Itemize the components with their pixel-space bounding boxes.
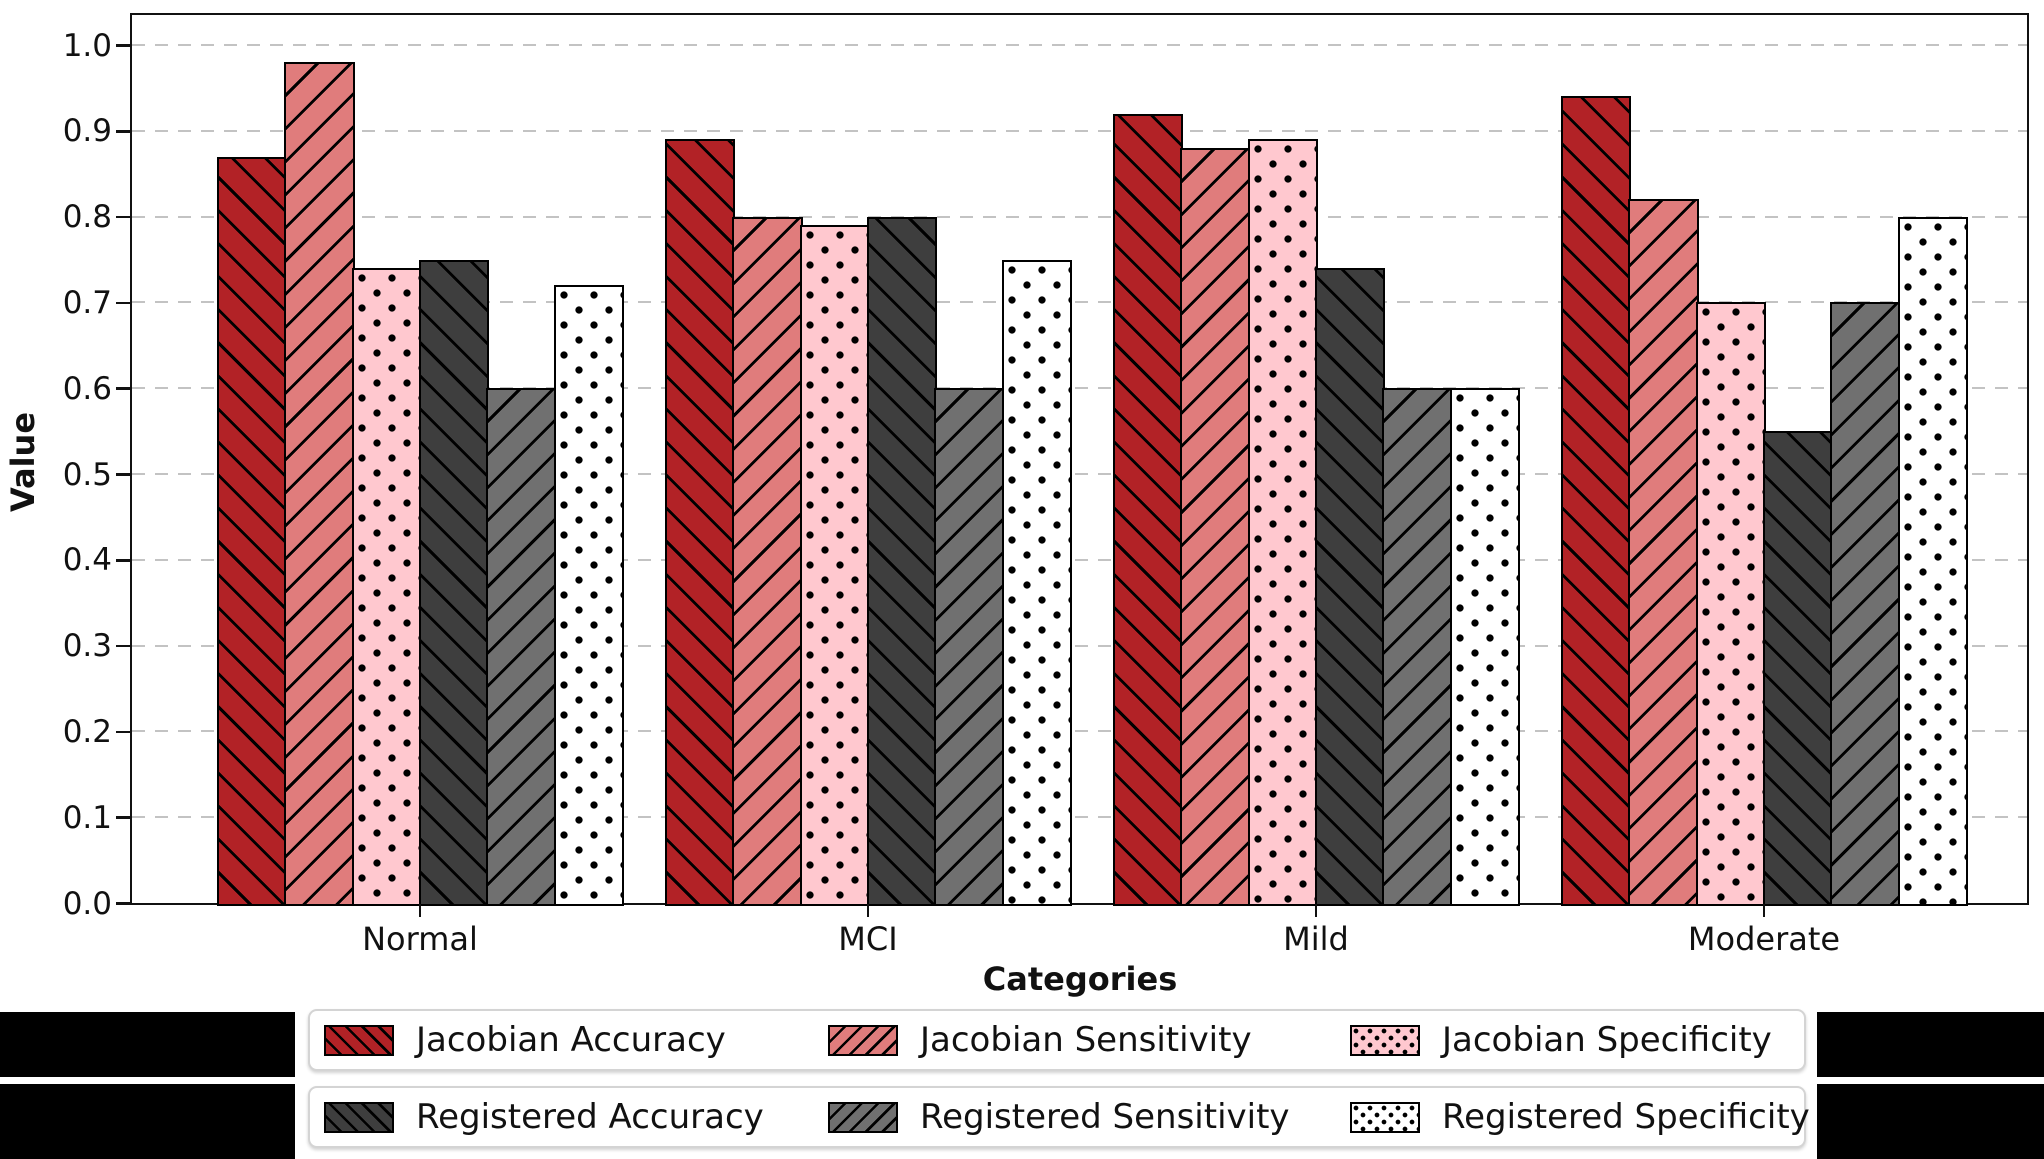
legend-row-registered: Registered Accuracy Registered Sensitivit… (308, 1086, 1810, 1148)
y-tick-label: 0.4 (62, 542, 112, 579)
y-tick-label: 0.3 (62, 628, 112, 665)
legend-swatch-registered-specificity-icon (1350, 1101, 1420, 1133)
legend-entry-registered-sensitivity: Registered Sensitivity (828, 1088, 1290, 1146)
x-tick (1314, 904, 1318, 917)
legend-swatch-registered-accuracy-icon (324, 1101, 394, 1133)
y-tick-label: 0.0 (62, 885, 112, 922)
y-tick-label: 0.2 (62, 713, 112, 750)
bar-registered-accuracy-mci (866, 216, 938, 906)
legend-label: Jacobian Sensitivity (920, 1020, 1252, 1060)
bar-registered-specificity-mci (1001, 259, 1072, 906)
bar-jacobian-accuracy-mci (665, 139, 736, 906)
legend-label: Jacobian Specificity (1442, 1020, 1772, 1060)
y-tick-label: 1.0 (62, 27, 112, 64)
legend-label: Registered Accuracy (416, 1097, 764, 1137)
gridline (132, 129, 2027, 132)
gridline (132, 816, 2027, 819)
x-tick (1762, 904, 1766, 917)
y-tick (116, 644, 130, 648)
bar-registered-sensitivity-moderate (1830, 302, 1901, 906)
bar-jacobian-specificity-mci (799, 225, 870, 906)
gridline (132, 473, 2027, 475)
bar-jacobian-sensitivity-moderate (1628, 199, 1699, 906)
bar-registered-accuracy-mild (1314, 268, 1386, 906)
x-tick-label: Moderate (1687, 920, 1841, 958)
y-tick (116, 301, 130, 305)
bar-registered-sensitivity-mci (934, 388, 1005, 906)
y-tick (116, 559, 130, 562)
bar-jacobian-accuracy-moderate (1561, 96, 1632, 906)
y-tick (116, 473, 130, 476)
legend-entry-jacobian-specificity: Jacobian Specificity (1350, 1011, 1772, 1069)
y-tick-label: 0.9 (62, 113, 112, 150)
bar-registered-sensitivity-mild (1382, 388, 1453, 906)
y-tick (116, 816, 130, 819)
legend-entry-registered-accuracy: Registered Accuracy (324, 1088, 764, 1146)
x-tick-label: MCI (838, 920, 898, 958)
bar-registered-specificity-normal (553, 285, 624, 906)
y-tick (116, 387, 130, 390)
y-tick-label: 0.6 (62, 370, 112, 407)
black-block-left (0, 1012, 295, 1159)
legend-entry-registered-specificity: Registered Specificity (1350, 1088, 1810, 1146)
y-tick (116, 902, 130, 905)
bar-jacobian-specificity-moderate (1695, 302, 1766, 906)
y-axis-title: Value (4, 411, 42, 513)
legend-swatch-registered-sensitivity-icon (828, 1101, 898, 1133)
y-tick-label: 0.8 (62, 199, 112, 236)
gridline (132, 644, 2027, 647)
y-tick (116, 44, 130, 47)
bar-jacobian-accuracy-normal (217, 156, 288, 906)
gridline (132, 387, 2027, 390)
gridline (132, 730, 2027, 733)
legend-label: Jacobian Accuracy (416, 1020, 726, 1060)
y-tick (116, 730, 130, 734)
y-tick (116, 215, 130, 219)
legend-swatch-jacobian-specificity-icon (1350, 1024, 1420, 1056)
plot-area (130, 13, 2029, 906)
legend-swatch-jacobian-sensitivity-icon (828, 1024, 898, 1056)
bar-registered-accuracy-moderate (1762, 431, 1834, 906)
gridline (132, 558, 2027, 561)
bar-jacobian-sensitivity-mci (732, 216, 803, 906)
bar-registered-sensitivity-normal (486, 388, 557, 906)
bar-registered-specificity-mild (1449, 388, 1520, 906)
legend-label: Registered Specificity (1442, 1097, 1810, 1137)
x-tick (418, 904, 422, 917)
legend-label: Registered Sensitivity (920, 1097, 1290, 1137)
legend-entry-jacobian-sensitivity: Jacobian Sensitivity (828, 1011, 1252, 1069)
gridline (132, 215, 2027, 218)
x-tick (866, 904, 870, 917)
bar-jacobian-specificity-normal (351, 268, 422, 906)
bar-registered-specificity-moderate (1897, 216, 1968, 906)
legend-swatch-jacobian-accuracy-icon (324, 1024, 394, 1056)
bar-jacobian-sensitivity-mild (1180, 147, 1251, 906)
y-tick-label: 0.7 (62, 284, 112, 321)
black-block-right (1817, 1012, 2044, 1159)
bar-registered-accuracy-normal (418, 259, 490, 906)
bar-jacobian-sensitivity-normal (284, 62, 355, 906)
legend-rows-divider (0, 1077, 2044, 1084)
x-axis-title: Categories (982, 960, 1178, 998)
x-tick-label: Mild (1283, 920, 1349, 958)
gridline (132, 301, 2027, 304)
bar-jacobian-specificity-mild (1247, 139, 1318, 906)
legend-entry-jacobian-accuracy: Jacobian Accuracy (324, 1011, 726, 1069)
x-tick-label: Normal (362, 920, 478, 958)
gridline (132, 44, 2027, 46)
legend-row-jacobian: Jacobian Accuracy Jacobian Sensitivity Jac… (308, 1009, 1806, 1071)
y-tick-label: 0.1 (62, 799, 112, 836)
y-tick-label: 0.5 (62, 456, 112, 493)
y-tick (116, 130, 130, 133)
bar-jacobian-accuracy-mild (1113, 113, 1184, 906)
